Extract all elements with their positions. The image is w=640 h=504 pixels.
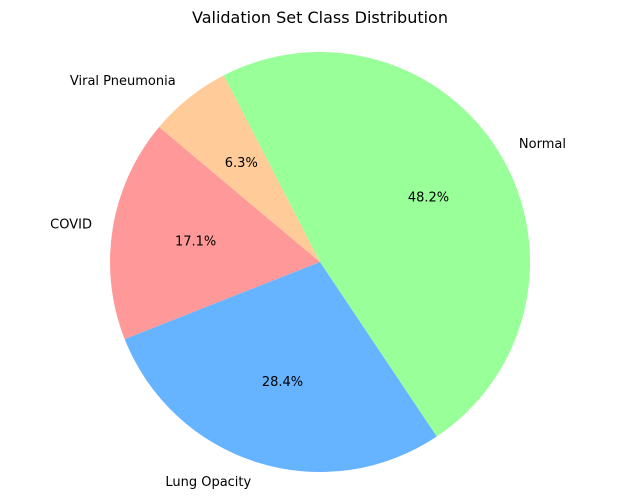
slice-label-lung-opacity: Lung Opacity	[165, 475, 251, 490]
pie-slice-normal	[223, 52, 530, 437]
slice-percent-normal: 48.2%	[408, 190, 449, 205]
slice-percent-viral-pneumonia: 6.3%	[225, 156, 258, 171]
pie-slice-viral-pneumonia	[159, 75, 320, 262]
slice-percent-covid: 17.1%	[175, 234, 216, 249]
pie-slice-covid	[109, 127, 320, 340]
slice-label-viral-pneumonia: Viral Pneumonia	[70, 74, 176, 89]
slice-label-normal: Normal	[519, 137, 566, 152]
pie-slices	[109, 52, 530, 472]
slice-label-covid: COVID	[50, 217, 92, 232]
chart-title: Validation Set Class Distribution	[192, 8, 448, 27]
pie-labels: COVID 17.1% Lung Opacity 28.4% Normal 48.2% Vi…	[50, 74, 566, 490]
slice-percent-lung-opacity: 28.4%	[262, 375, 303, 390]
pie-slice-lung-opacity	[124, 262, 437, 472]
